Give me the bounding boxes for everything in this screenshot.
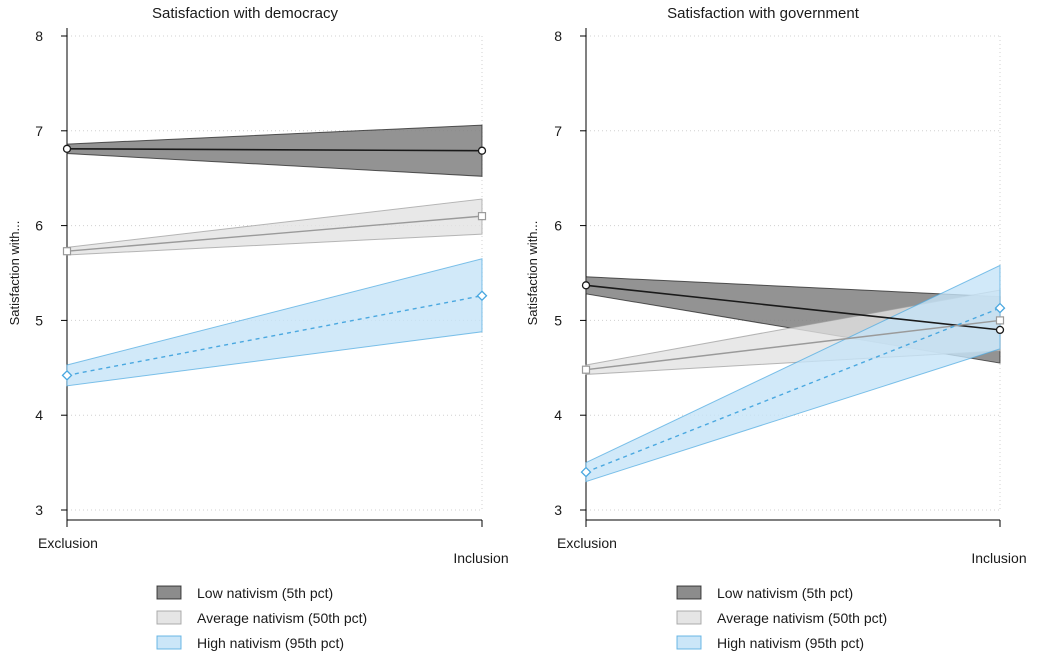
chart-panel-1: Satisfaction with democracy Satisfaction … bbox=[7, 5, 509, 651]
series-line-2 bbox=[585, 319, 1001, 371]
y-tick-label: 3 bbox=[35, 502, 43, 518]
legend-label: High nativism (95th pct) bbox=[717, 635, 864, 651]
data-point-diamond bbox=[994, 302, 1006, 314]
legend: Low nativism (5th pct) Average nativism (… bbox=[676, 585, 887, 651]
data-point-diamond bbox=[476, 290, 488, 302]
y-tick-label: 8 bbox=[554, 28, 562, 44]
series-line-1 bbox=[585, 284, 1001, 331]
y-tick-label: 5 bbox=[35, 312, 43, 328]
series-line-2 bbox=[66, 215, 483, 252]
legend-label: Average nativism (50th pct) bbox=[197, 610, 367, 626]
data-point-diamond bbox=[61, 369, 73, 381]
legend-label: Low nativism (5th pct) bbox=[717, 585, 853, 601]
data-point-circle bbox=[581, 281, 591, 290]
series-line-1 bbox=[66, 148, 483, 152]
chart-panel-2: Satisfaction with government Satisfaction… bbox=[525, 5, 1027, 651]
chart-title: Satisfaction with government bbox=[667, 5, 860, 22]
legend: Low nativism (5th pct) Average nativism (… bbox=[156, 585, 367, 651]
y-axis-label: Satisfaction with... bbox=[525, 221, 540, 326]
y-tick-label: 6 bbox=[35, 218, 43, 234]
y-tick-label: 7 bbox=[35, 123, 43, 139]
legend-swatch bbox=[156, 635, 182, 650]
legend-label: Average nativism (50th pct) bbox=[717, 610, 887, 626]
data-point-diamond bbox=[580, 466, 592, 478]
legend-label: Low nativism (5th pct) bbox=[197, 585, 333, 601]
x-tick-label: Exclusion bbox=[38, 535, 98, 551]
x-tick-label: Exclusion bbox=[557, 535, 617, 551]
legend-swatch bbox=[676, 635, 702, 650]
x-tick-label: Inclusion bbox=[453, 550, 508, 566]
data-point-circle bbox=[62, 144, 72, 153]
y-tick-label: 7 bbox=[554, 123, 562, 139]
legend-swatch bbox=[676, 610, 702, 625]
series-line-3 bbox=[66, 295, 483, 377]
data-point-square bbox=[477, 212, 487, 221]
x-tick-label: Inclusion bbox=[971, 550, 1026, 566]
data-point-square bbox=[581, 365, 591, 374]
chart-title: Satisfaction with democracy bbox=[152, 5, 338, 22]
y-tick-label: 4 bbox=[554, 407, 562, 423]
y-tick-label: 5 bbox=[554, 312, 562, 328]
legend-swatch bbox=[156, 585, 182, 600]
y-tick-label: 3 bbox=[554, 502, 562, 518]
data-point-square bbox=[62, 247, 72, 256]
data-point-circle bbox=[995, 325, 1005, 335]
legend-swatch bbox=[156, 610, 182, 625]
data-point-square bbox=[995, 316, 1005, 325]
y-axis-label: Satisfaction with... bbox=[7, 221, 22, 326]
series-line-3 bbox=[585, 307, 1001, 473]
ci-band-series-3 bbox=[66, 258, 483, 387]
y-tick-label: 8 bbox=[35, 28, 43, 44]
y-tick-label: 4 bbox=[35, 407, 43, 423]
legend-swatch bbox=[676, 585, 702, 600]
data-point-circle bbox=[477, 146, 487, 155]
y-tick-label: 6 bbox=[554, 218, 562, 234]
legend-label: High nativism (95th pct) bbox=[197, 635, 344, 651]
